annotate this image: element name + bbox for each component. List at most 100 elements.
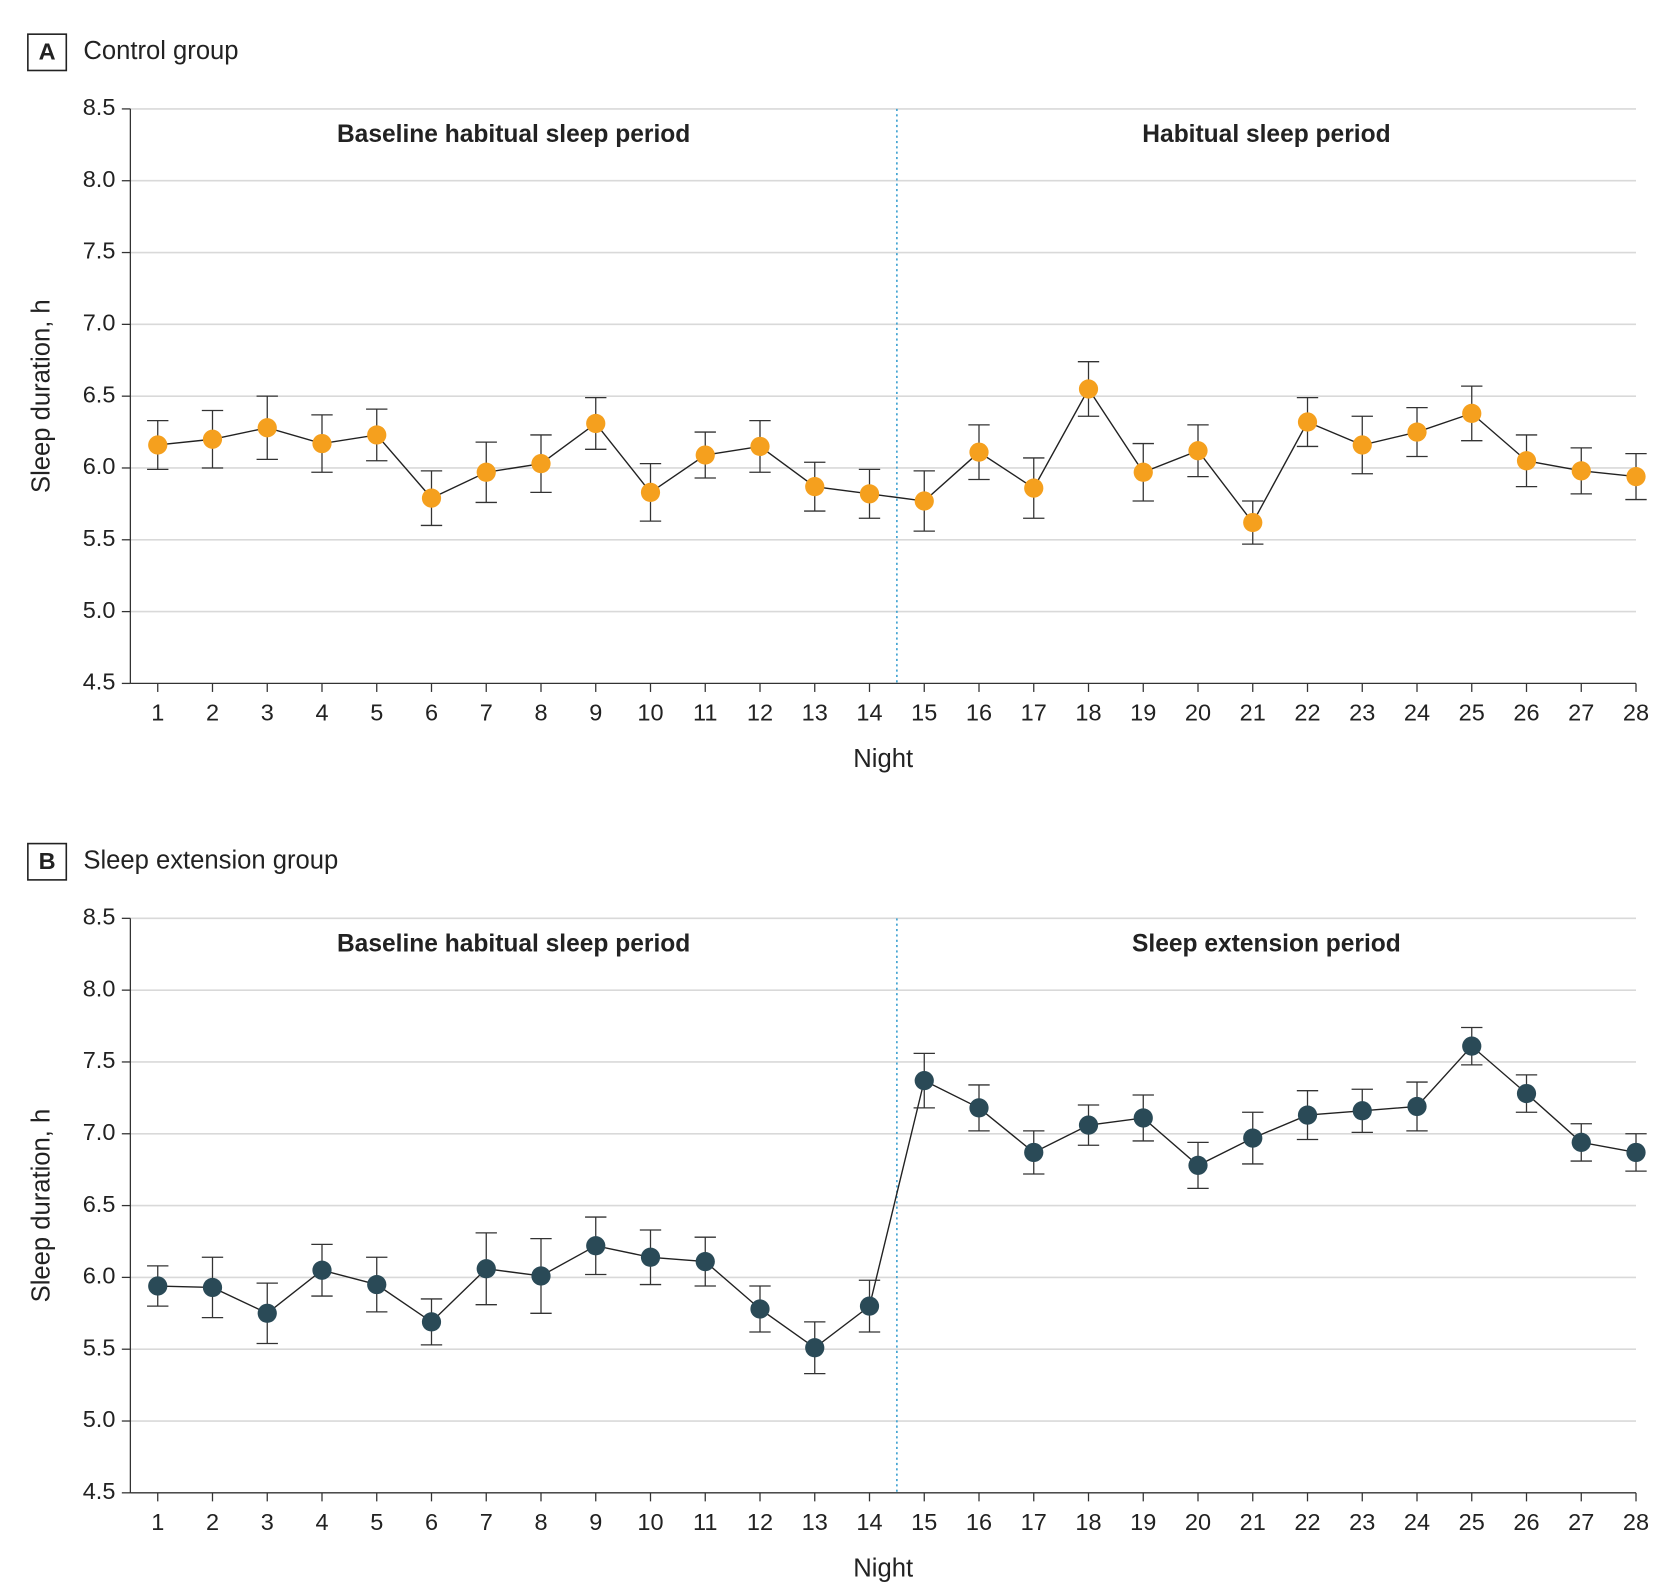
x-tick-label: 24 [1404,1509,1430,1535]
x-tick-label: 5 [370,1509,383,1535]
x-tick-label: 23 [1349,1509,1375,1535]
y-tick-label: 5.5 [83,525,116,551]
y-tick-label: 5.0 [83,1406,116,1432]
data-point [1407,1096,1427,1117]
x-tick-label: 6 [425,700,438,726]
y-tick-label: 8.5 [83,94,116,120]
data-point [421,488,442,508]
x-tick-label: 16 [966,700,992,726]
x-tick-label: 7 [480,1509,493,1535]
panel-label: A [39,39,56,65]
y-tick-label: 6.0 [83,453,116,479]
data-point [476,1259,496,1279]
x-tick-label: 1 [151,700,164,726]
data-point [1516,451,1537,471]
x-tick-label: 14 [856,700,882,726]
x-tick-label: 21 [1240,700,1266,726]
y-tick-label: 4.5 [83,669,116,695]
data-point [531,1266,551,1286]
x-tick-label: 13 [802,1509,828,1535]
data-point [202,1277,223,1298]
data-point [257,1303,277,1323]
x-tick-label: 19 [1130,1509,1156,1535]
y-axis-label: Sleep duration, h [28,299,56,493]
x-tick-label: 8 [534,700,547,726]
data-point [805,1338,825,1358]
x-tick-label: 12 [747,700,773,726]
x-tick-label: 10 [637,1509,663,1535]
data-point [1571,461,1591,481]
x-tick-label: 22 [1294,700,1320,726]
x-tick-label: 1 [151,1509,164,1535]
data-point [586,413,606,434]
data-point [1352,1101,1372,1121]
y-axis-label: Sleep duration, h [28,1109,56,1303]
data-point [1626,466,1646,487]
data-point [148,1276,168,1296]
data-point [1297,412,1318,432]
data-point [148,435,168,455]
data-point [805,477,825,497]
data-point [640,482,661,503]
y-tick-label: 5.0 [83,597,116,623]
data-point [1024,478,1044,498]
x-tick-label: 28 [1623,1509,1649,1535]
x-tick-label: 9 [589,700,602,726]
x-tick-label: 3 [261,700,274,726]
data-point [586,1236,606,1256]
x-tick-label: 16 [966,1509,992,1535]
series-line [157,387,1637,524]
data-point [312,433,332,454]
data-point [1352,435,1372,455]
data-point [1297,1105,1318,1125]
x-tick-label: 8 [534,1509,547,1535]
series-line [157,1045,1637,1349]
x-tick-label: 27 [1568,1509,1594,1535]
data-point [1407,422,1427,442]
x-tick-label: 12 [747,1509,773,1535]
x-tick-label: 11 [693,700,717,726]
data-point [1078,1115,1099,1135]
x-tick-label: 17 [1021,700,1047,726]
x-tick-label: 2 [206,700,219,726]
y-tick-label: 7.0 [83,1119,116,1145]
y-tick-label: 6.0 [83,1263,116,1289]
data-point [421,1312,442,1332]
data-point [367,425,387,445]
x-tick-label: 19 [1130,700,1156,726]
data-point [1462,403,1482,424]
x-tick-label: 21 [1240,1509,1266,1535]
panel-title: Control group [83,37,238,65]
period-label: Baseline habitual sleep period [337,121,690,148]
data-point [531,454,551,474]
data-point [1571,1132,1591,1152]
x-tick-label: 20 [1185,1509,1211,1535]
y-tick-label: 7.5 [83,238,116,264]
data-point [695,1251,715,1272]
x-tick-label: 13 [802,700,828,726]
x-tick-label: 26 [1513,700,1539,726]
x-tick-label: 23 [1349,700,1375,726]
y-tick-label: 8.0 [83,975,116,1001]
data-point [367,1274,387,1295]
y-tick-label: 5.5 [83,1334,116,1360]
x-axis-label: Night [853,1554,913,1582]
x-tick-label: 24 [1404,700,1430,726]
data-point [476,462,496,482]
data-point [257,418,277,438]
period-label: Baseline habitual sleep period [337,931,690,958]
y-tick-label: 8.5 [83,904,116,930]
x-tick-label: 9 [589,1509,602,1535]
data-point [312,1260,332,1280]
data-point [1133,462,1153,482]
panel-box [27,33,68,72]
data-point [1243,512,1263,533]
x-tick-label: 7 [480,700,493,726]
x-tick-label: 27 [1568,700,1594,726]
y-tick-label: 7.0 [83,310,116,336]
period-label: Sleep extension period [1132,931,1401,958]
x-tick-label: 11 [693,1509,717,1535]
y-tick-label: 4.5 [83,1478,116,1504]
